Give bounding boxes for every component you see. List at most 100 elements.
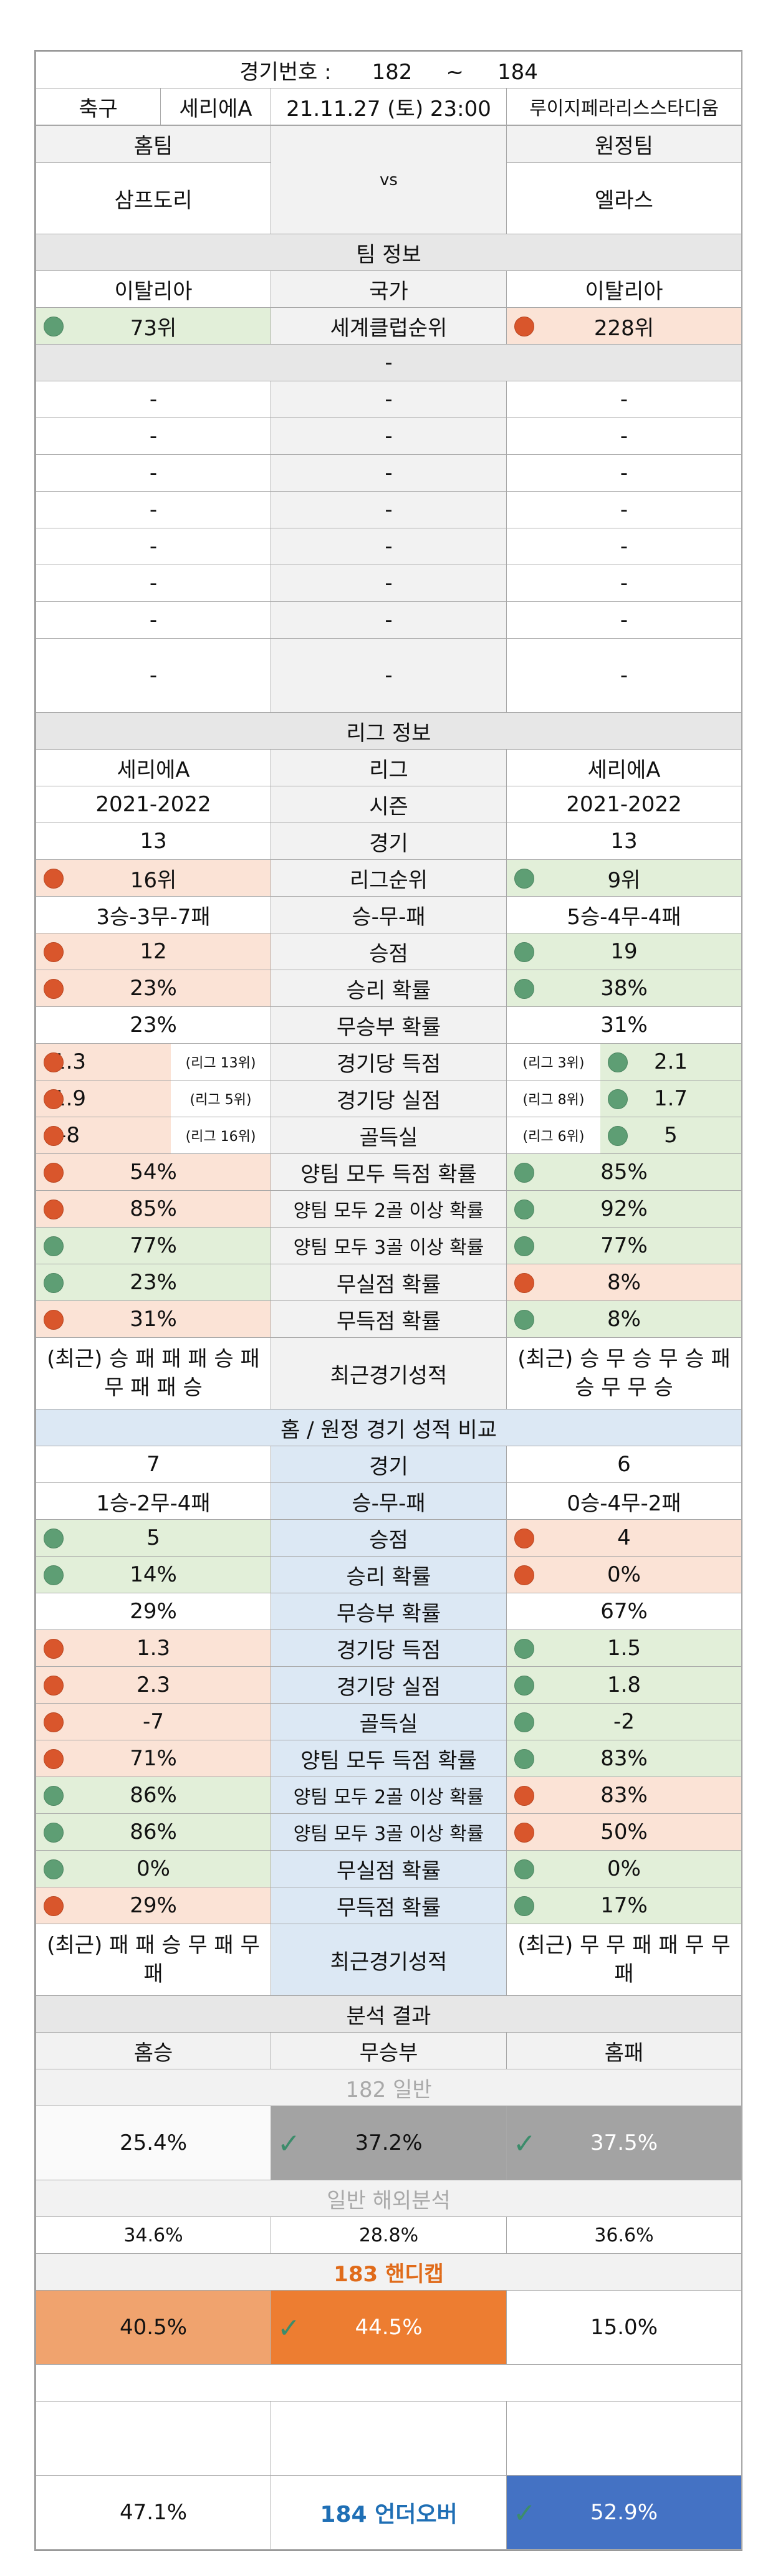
home-league: 세리에A [36, 749, 271, 786]
over-value: ✓ 52.9% [506, 2475, 742, 2550]
away-btts: 85% [506, 1153, 742, 1191]
green-dot-icon [514, 869, 534, 889]
match-table: 경기번호 : 182 ~ 184 축구 세리에A 21.11.27 (토) 23… [35, 51, 742, 125]
dash-header: - [36, 344, 742, 381]
team-label-row: 홈팀 vs 원정팀 [36, 125, 742, 234]
ha-games-label: 경기 [271, 1446, 507, 1483]
win-prob-row: 23% 승리 확률 38% [36, 970, 742, 1007]
ha-games-row: 7 경기 6 [36, 1446, 742, 1483]
dash-row: --- [36, 417, 742, 455]
goals-for-row: 1.3 (리그 13위) 경기당 득점 (리그 3위) 2.1 [36, 1043, 742, 1080]
ha-draw-prob-row: 29% 무승부 확률 67% [36, 1593, 742, 1630]
overseas-analysis-title: 일반 해외분석 [36, 2180, 742, 2217]
btts3-label: 양팀 모두 3골 이상 확률 [271, 1227, 507, 1264]
green-dot-icon [44, 1273, 64, 1293]
away-fail-to-score: 8% [506, 1300, 742, 1338]
general-home-win: 25.4% [36, 2106, 271, 2180]
analysis-title-row: 분석 결과 [36, 1995, 742, 2033]
league-info-title: 리그 정보 [36, 712, 742, 750]
dash-cell: - [36, 454, 271, 492]
season-row: 2021-2022 시즌 2021-2022 [36, 786, 742, 823]
dash-cell: - [506, 638, 742, 713]
ha-btts-label: 양팀 모두 득점 확률 [271, 1740, 507, 1777]
ha-away-win-prob: 0% [506, 1556, 742, 1593]
dash-cell: - [506, 381, 742, 418]
team-name-row: 삼프도리 엘라스 [36, 162, 742, 234]
ha-fail-to-score-row: 29% 무득점 확률 17% [36, 1887, 742, 1924]
overseas-home-win: 34.6% [36, 2216, 271, 2254]
vs-label: vs [271, 125, 507, 234]
dash-cell: - [271, 454, 507, 492]
ha-goals-against-label: 경기당 실점 [271, 1666, 507, 1704]
stadium-cell: 루이지페라리스스타디움 [506, 88, 742, 125]
away-season: 2021-2022 [506, 786, 742, 823]
goals-for-label: 경기당 득점 [271, 1043, 507, 1080]
draw-prob-label: 무승부 확률 [271, 1006, 507, 1044]
recent-form-label: 최근경기성적 [271, 1337, 507, 1410]
points-row: 12 승점 19 [36, 933, 742, 970]
red-dot-icon [514, 317, 534, 336]
blank-cell [36, 2364, 742, 2402]
analysis-title: 분석 결과 [36, 1995, 742, 2033]
away-team-label: 원정팀 [506, 125, 742, 163]
ha-btts-row: 71% 양팀 모두 득점 확률 83% [36, 1740, 742, 1777]
ha-wdl-row: 1승-2무-4패 승-무-패 0승-4무-2패 [36, 1482, 742, 1520]
ha-points-label: 승점 [271, 1519, 507, 1557]
ha-home-draw-prob: 29% [36, 1593, 271, 1630]
dash-cell: - [506, 565, 742, 602]
red-dot-icon [44, 1089, 64, 1109]
away-clean-sheet: 8% [506, 1264, 742, 1301]
home-recent-form: (최근) 승 패 패 패 승 패 무 패 패 승 [36, 1337, 271, 1410]
draw-prob-row: 23% 무승부 확률 31% [36, 1006, 742, 1044]
green-dot-icon [514, 1310, 534, 1330]
ha-btts3-label: 양팀 모두 3골 이상 확률 [271, 1813, 507, 1851]
recent-row: (최근) 승 패 패 패 승 패 무 패 패 승 최근경기성적 (최근) 승 무… [36, 1337, 742, 1410]
ha-away-recent-form: (최근) 무 무 패 패 무 무 패 [506, 1924, 742, 1996]
red-dot-icon [514, 1273, 534, 1293]
red-dot-icon [514, 1823, 534, 1843]
ha-home-games: 7 [36, 1446, 271, 1483]
under-over-title: 184 언더오버 [271, 2475, 507, 2550]
home-win-header: 홈승 [36, 2032, 271, 2069]
dash-cell: - [271, 601, 507, 639]
header-row: 경기번호 : 182 ~ 184 [35, 51, 742, 88]
green-dot-icon [514, 942, 534, 962]
check-icon: ✓ [277, 2312, 300, 2344]
handicap-row: 40.5% ✓ 44.5% 15.0% [36, 2290, 742, 2365]
dash-cell: - [36, 528, 271, 565]
league-info-title-row: 리그 정보 [36, 712, 742, 750]
match-number-from: 182 [372, 59, 413, 85]
games-label: 경기 [271, 823, 507, 860]
red-dot-icon [44, 1712, 64, 1732]
green-dot-icon [514, 1896, 534, 1916]
general-title-row: 182 일반 [36, 2069, 742, 2106]
away-win-prob: 38% [506, 970, 742, 1007]
ha-away-fail-to-score: 17% [506, 1887, 742, 1924]
home-goal-diff: -8 (리그 16위) [36, 1117, 271, 1154]
points-label: 승점 [271, 933, 507, 970]
overseas-draw: 28.8% [271, 2216, 507, 2254]
home-goals-against: 1.9 (리그 5위) [36, 1080, 271, 1117]
overseas-title-row: 일반 해외분석 [36, 2180, 742, 2217]
dash-cell: - [506, 528, 742, 565]
meta-row: 축구 세리에A 21.11.27 (토) 23:00 루이지페라리스스타디움 [36, 88, 742, 125]
away-recent-form: (최근) 승 무 승 무 승 패 승 무 무 승 [506, 1337, 742, 1410]
red-dot-icon [514, 1565, 534, 1585]
dash-row: --- [36, 454, 742, 492]
home-goal-diff-rank: (리그 16위) [171, 1117, 271, 1153]
check-icon: ✓ [277, 2128, 300, 2160]
red-dot-icon [44, 979, 64, 999]
home-wdl: 3승-3무-7패 [36, 896, 271, 933]
home-win-prob: 23% [36, 970, 271, 1007]
green-dot-icon [514, 1859, 534, 1879]
main-table: 홈팀 vs 원정팀 삼프도리 엘라스 팀 정보 이탈리아 국가 이탈리아 73위… [36, 125, 742, 2550]
dash-cell: - [36, 601, 271, 639]
ha-goals-against-row: 2.3 경기당 실점 1.8 [36, 1666, 742, 1704]
ha-away-goal-diff: -2 [506, 1703, 742, 1740]
general-draw: ✓ 37.2% [271, 2106, 507, 2180]
ha-away-btts: 83% [506, 1740, 742, 1777]
under-value: 47.1% [36, 2475, 271, 2550]
ha-away-goals-against: 1.8 [506, 1666, 742, 1704]
ha-home-btts: 71% [36, 1740, 271, 1777]
red-dot-icon [44, 1749, 64, 1769]
